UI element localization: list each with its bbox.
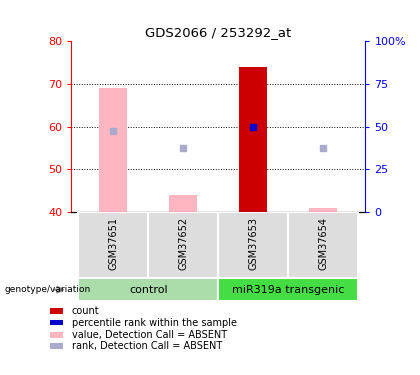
Text: percentile rank within the sample: percentile rank within the sample xyxy=(72,318,237,327)
Title: GDS2066 / 253292_at: GDS2066 / 253292_at xyxy=(145,26,291,39)
Bar xyxy=(50,320,63,326)
Bar xyxy=(50,332,63,338)
Text: GSM37654: GSM37654 xyxy=(318,217,328,270)
Bar xyxy=(50,308,63,314)
Bar xyxy=(239,67,268,212)
Text: value, Detection Call = ABSENT: value, Detection Call = ABSENT xyxy=(72,330,227,340)
Text: GSM37652: GSM37652 xyxy=(178,217,189,270)
Bar xyxy=(310,208,337,212)
Bar xyxy=(50,343,63,349)
Bar xyxy=(79,278,218,302)
Bar xyxy=(169,195,197,212)
Bar xyxy=(289,212,358,278)
Bar xyxy=(148,212,218,278)
Bar xyxy=(218,278,358,302)
Text: rank, Detection Call = ABSENT: rank, Detection Call = ABSENT xyxy=(72,341,222,351)
Bar xyxy=(100,88,127,212)
Text: GSM37651: GSM37651 xyxy=(108,217,118,270)
Text: count: count xyxy=(72,306,100,316)
Bar xyxy=(79,212,148,278)
Bar xyxy=(218,212,289,278)
Text: miR319a transgenic: miR319a transgenic xyxy=(232,285,344,295)
Text: control: control xyxy=(129,285,168,295)
Text: GSM37653: GSM37653 xyxy=(248,217,258,270)
Text: genotype/variation: genotype/variation xyxy=(4,285,90,294)
